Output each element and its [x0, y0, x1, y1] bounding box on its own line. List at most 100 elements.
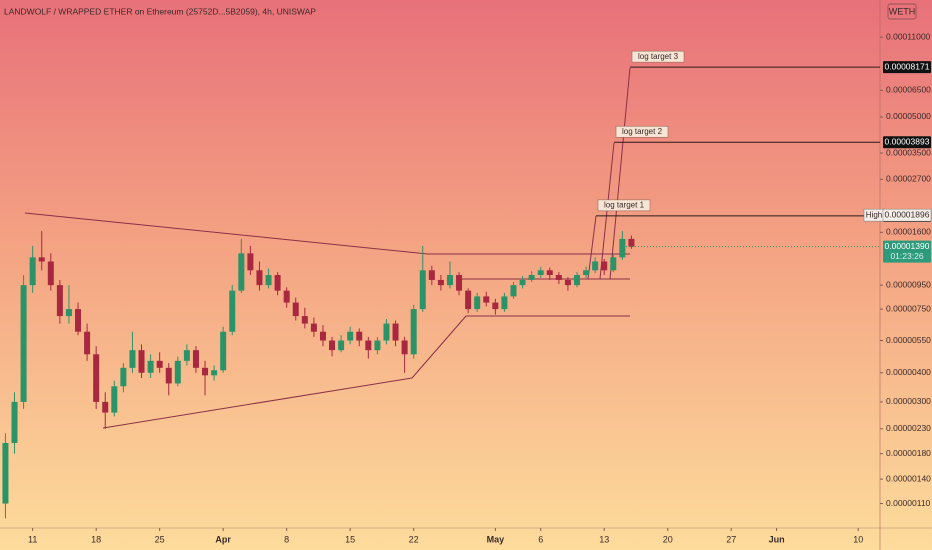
- candle-body: [2, 442, 9, 504]
- candle-body: [265, 275, 272, 286]
- candle-body: [75, 309, 82, 332]
- price-tag: [883, 61, 931, 74]
- candle-body: [147, 360, 154, 373]
- x-tick-label: 18: [91, 534, 101, 544]
- y-tick-label: 0.00000750: [886, 303, 931, 313]
- candle-body: [247, 253, 254, 271]
- target-tag: [631, 50, 685, 63]
- x-tick-label: 15: [345, 534, 355, 544]
- candle-body: [238, 253, 245, 291]
- trend-line: [102, 377, 413, 429]
- price-tag: [883, 136, 931, 149]
- candle-body: [229, 290, 236, 332]
- candle-body: [583, 270, 590, 276]
- y-tick-label: 0.00002700: [886, 174, 931, 184]
- candle-body: [38, 257, 45, 262]
- y-tick-label: 0.00005000: [886, 111, 931, 121]
- high-price-tag: [882, 208, 932, 222]
- candle-body: [501, 296, 508, 310]
- candle-body: [347, 331, 354, 341]
- y-tick-label: 0.00011000: [886, 31, 931, 41]
- candle-body: [410, 309, 417, 355]
- candle-body: [156, 360, 163, 368]
- x-tick-label: May: [487, 534, 505, 544]
- candle-body: [84, 331, 91, 355]
- candle-body: [392, 323, 399, 341]
- last-price-label: 0.00001390: [885, 241, 930, 251]
- y-tick-label: 0.00003500: [886, 147, 931, 157]
- candle-body: [120, 367, 127, 387]
- candle-body: [192, 350, 199, 368]
- candle-body: [301, 316, 308, 324]
- candle-body: [537, 270, 544, 276]
- candle-body: [329, 340, 336, 351]
- target-line: [587, 215, 597, 280]
- candle-body: [102, 401, 109, 413]
- candle-body: [610, 257, 617, 271]
- target-tag: [615, 125, 669, 138]
- candle-body: [365, 340, 372, 351]
- y-tick-label: 0.00006500: [886, 85, 931, 95]
- candle-body: [456, 275, 463, 291]
- candle-body: [29, 257, 36, 286]
- candle-body: [474, 296, 481, 310]
- candle-body: [528, 275, 535, 280]
- high-price-label: 0.00001896: [885, 209, 930, 219]
- target-tag: [597, 199, 651, 212]
- candle-body: [356, 331, 363, 341]
- candle-body: [510, 285, 517, 297]
- candle-body: [211, 370, 218, 376]
- y-tick-label: 0.00000550: [886, 335, 931, 345]
- candle-body: [428, 270, 435, 280]
- y-tick-label: 0.00000400: [886, 367, 931, 377]
- candle-body: [129, 350, 136, 368]
- currency-box[interactable]: [887, 3, 917, 20]
- y-tick-label: 0.00000140: [886, 473, 931, 483]
- target-label: log target 1: [604, 200, 645, 209]
- candle-body: [93, 354, 100, 402]
- candle-body: [555, 275, 562, 280]
- y-tick-label: 0.00000180: [886, 448, 931, 458]
- drawings: [24, 67, 631, 429]
- candle-body: [619, 238, 626, 258]
- candle-body: [202, 367, 209, 376]
- price-tag-label: 0.00003893: [885, 137, 930, 147]
- candle-body: [419, 270, 426, 310]
- countdown-label: 01:23:26: [890, 251, 923, 261]
- candle-body: [374, 340, 381, 351]
- candle-body: [310, 323, 317, 332]
- candle-body: [283, 290, 290, 303]
- price-tag-label: 0.00008171: [885, 61, 930, 71]
- x-tick-label: 27: [726, 534, 736, 544]
- candle-body: [519, 279, 526, 286]
- candle-body: [573, 275, 580, 286]
- candle-body: [592, 261, 599, 271]
- candle-body: [220, 331, 227, 371]
- y-tick-label: 0.00000230: [886, 423, 931, 433]
- candle-body: [165, 367, 172, 384]
- y-tick-label: 0.00000950: [886, 279, 931, 289]
- x-tick-label: 22: [409, 534, 419, 544]
- x-tick-label: 20: [663, 534, 673, 544]
- target-label: log target 2: [622, 127, 663, 136]
- candle-body: [256, 270, 263, 286]
- candle-body: [401, 340, 408, 355]
- x-tick-label: Apr: [215, 534, 231, 544]
- candle-body: [20, 285, 27, 402]
- currency-label[interactable]: WETH: [889, 6, 916, 16]
- candle-body: [274, 275, 281, 291]
- chart-title: LANDWOLF / WRAPPED ETHER on Ethereum (25…: [4, 6, 316, 16]
- candle-body: [383, 323, 390, 341]
- last-price-tag: [883, 240, 931, 263]
- x-tick-label: 8: [284, 534, 289, 544]
- candle-body: [483, 296, 490, 303]
- candle-body: [183, 350, 190, 361]
- y-tick-label: 0.00000300: [886, 396, 931, 406]
- trend-line: [24, 212, 429, 255]
- candle-body: [138, 350, 145, 373]
- x-tick-label: 6: [538, 534, 543, 544]
- x-tick-label: 11: [28, 534, 37, 544]
